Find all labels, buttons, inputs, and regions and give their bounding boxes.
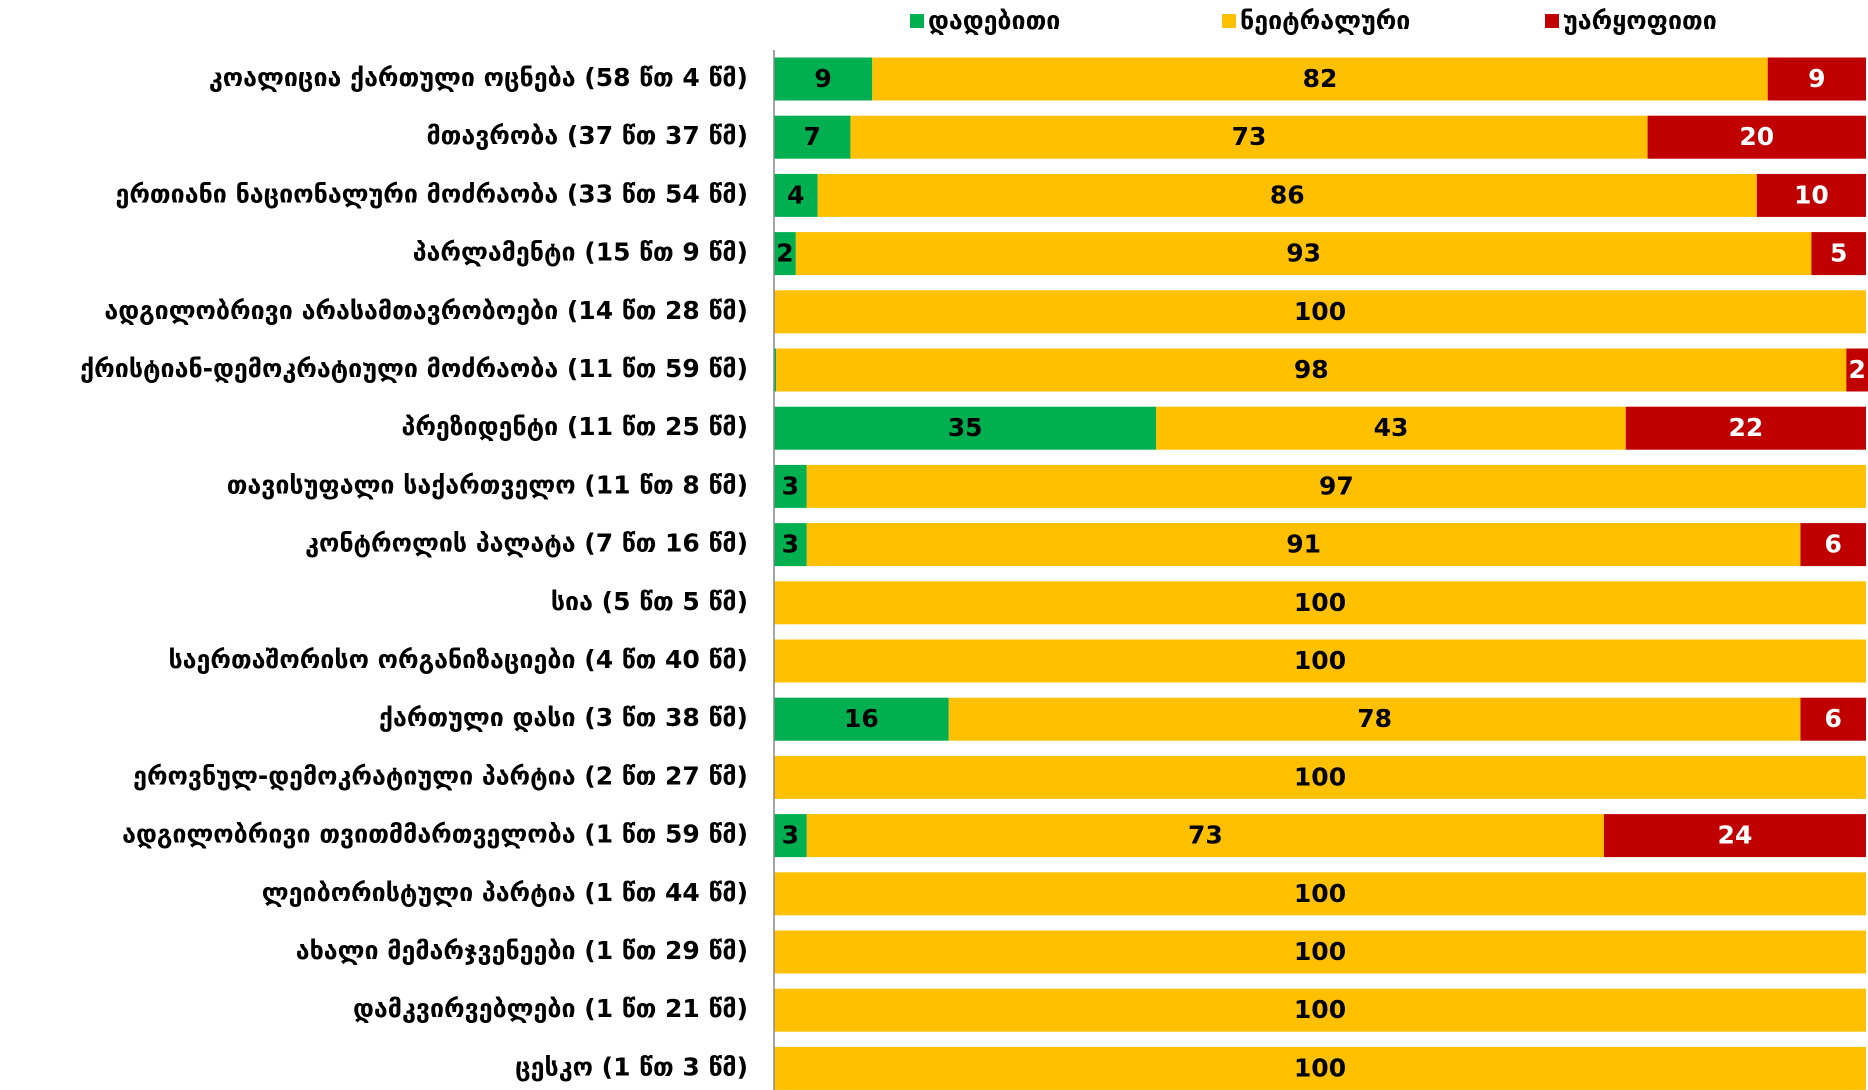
category-label: ქრისტიან-დემოკრატიული მოძრაობა (11 წთ 59…: [80, 354, 748, 383]
category-label: ქართული დასი (3 წთ 38 წმ): [379, 703, 748, 732]
bar-segment: [1800, 523, 1866, 567]
bar-segment: [774, 348, 777, 392]
bar-segment: [1767, 57, 1866, 101]
value-label: 6: [1825, 530, 1842, 559]
legend-label: ნეიტრალური: [1240, 6, 1410, 35]
bar-segment: [1756, 173, 1866, 217]
value-label: 22: [1728, 413, 1763, 442]
bar-segment: [774, 115, 851, 159]
legend-label: უარყოფითი: [1563, 6, 1717, 35]
category-label: კონტროლის პალატა (7 წთ 16 წმ): [305, 529, 748, 558]
bar-segment: [774, 406, 1157, 450]
legend-label: დადებითი: [928, 6, 1060, 35]
value-label: 9: [1808, 64, 1825, 93]
bar-segment: [774, 1046, 1866, 1090]
legend-swatch: [910, 14, 924, 28]
category-label: ადგილობრივი არასამთავრობოები (14 წთ 28 წ…: [104, 296, 748, 325]
category-label: მთავრობა (37 წთ 37 წმ): [426, 121, 748, 150]
value-label: 86: [1270, 180, 1305, 209]
bar-segment: [1846, 348, 1868, 392]
bar-segment: [774, 697, 949, 741]
value-label: 82: [1303, 64, 1338, 93]
value-label: 91: [1286, 530, 1321, 559]
category-label: საერთაშორისო ორგანიზაციები (4 წთ 40 წმ): [168, 645, 748, 674]
value-label: 97: [1319, 471, 1354, 500]
category-label: ეროვნულ-დემოკრატიული პარტია (2 წთ 27 წმ): [133, 761, 748, 790]
bar-segment: [774, 464, 807, 508]
bar-segment: [806, 523, 1801, 567]
value-label: 2: [1849, 355, 1866, 384]
bar-segment: [817, 173, 1757, 217]
bar-segment: [774, 814, 807, 858]
value-label: 78: [1357, 704, 1392, 733]
bar-segment: [774, 232, 796, 276]
value-label: 43: [1374, 413, 1409, 442]
category-label: კოალიცია ქართული ოცნება (58 წთ 4 წმ): [209, 63, 748, 92]
value-label: 9: [814, 64, 831, 93]
bar-segment: [774, 581, 1866, 625]
category-label: ახალი მემარჯვენეები (1 წთ 29 წმ): [296, 936, 748, 965]
category-label: დამკვირვებლები (1 წთ 21 წმ): [353, 994, 748, 1023]
value-label: 6: [1825, 704, 1842, 733]
value-label: 16: [844, 704, 879, 733]
value-label: 7: [804, 122, 821, 151]
value-label: 3: [782, 821, 799, 850]
category-label: ლეიბორისტული პარტია (1 წთ 44 წმ): [262, 878, 748, 907]
value-label: 5: [1830, 239, 1847, 268]
value-label: 3: [782, 530, 799, 559]
value-label: 24: [1718, 821, 1753, 850]
legend-swatch: [1222, 14, 1236, 28]
value-label: 73: [1232, 122, 1267, 151]
category-label: ერთიანი ნაციონალური მოძრაობა (33 წთ 54 წ…: [115, 179, 748, 208]
bar-segment: [774, 872, 1866, 916]
value-label: 100: [1294, 762, 1346, 791]
bar-segment: [774, 639, 1866, 683]
value-label: 3: [782, 471, 799, 500]
bar-segment: [948, 697, 1801, 741]
value-label: 100: [1294, 995, 1346, 1024]
value-label: 2: [776, 239, 793, 268]
bar-segment: [1603, 814, 1866, 858]
bar-segment: [1800, 697, 1866, 741]
legend-swatch: [1545, 14, 1559, 28]
value-label: 20: [1739, 122, 1774, 151]
value-label: 100: [1294, 1053, 1346, 1082]
bar-segment: [806, 814, 1604, 858]
category-label: თავისუფალი საქართველო (11 წთ 8 წმ): [227, 470, 748, 499]
category-label: სია (5 წთ 5 წმ): [551, 587, 748, 616]
value-label: 35: [948, 413, 983, 442]
bar-segment: [776, 348, 1847, 392]
category-label: ადგილობრივი თვითმმართველობა (1 წთ 59 წმ): [122, 820, 748, 849]
category-label: პარლამენტი (15 წთ 9 წმ): [413, 238, 748, 267]
category-label: ცესკო (1 წთ 3 წმ): [515, 1052, 748, 1081]
bar-segment: [1156, 406, 1626, 450]
bar-segment: [1811, 232, 1866, 276]
bar-segment: [774, 57, 873, 101]
value-label: 4: [787, 180, 804, 209]
bar-segment: [774, 930, 1866, 974]
value-label: 100: [1294, 937, 1346, 966]
value-label: 98: [1294, 355, 1329, 384]
bar-segment: [774, 755, 1866, 799]
value-label: 100: [1294, 646, 1346, 675]
bar-segment: [872, 57, 1768, 101]
value-label: 100: [1294, 588, 1346, 617]
bar-segment: [850, 115, 1648, 159]
bar-segment: [774, 173, 818, 217]
value-label: 100: [1294, 297, 1346, 326]
bar-segment: [795, 232, 1812, 276]
value-label: 93: [1286, 239, 1321, 268]
value-label: 10: [1794, 180, 1829, 209]
bar-segment: [1625, 406, 1866, 450]
bar-segment: [806, 464, 1866, 508]
category-label: პრეზიდენტი (11 წთ 25 წმ): [402, 412, 749, 441]
value-label: 100: [1294, 879, 1346, 908]
value-label: 73: [1188, 821, 1223, 850]
bar-segment: [1647, 115, 1866, 159]
bar-segment: [774, 523, 807, 567]
bar-segment: [774, 988, 1866, 1032]
bar-segment: [774, 290, 1866, 334]
